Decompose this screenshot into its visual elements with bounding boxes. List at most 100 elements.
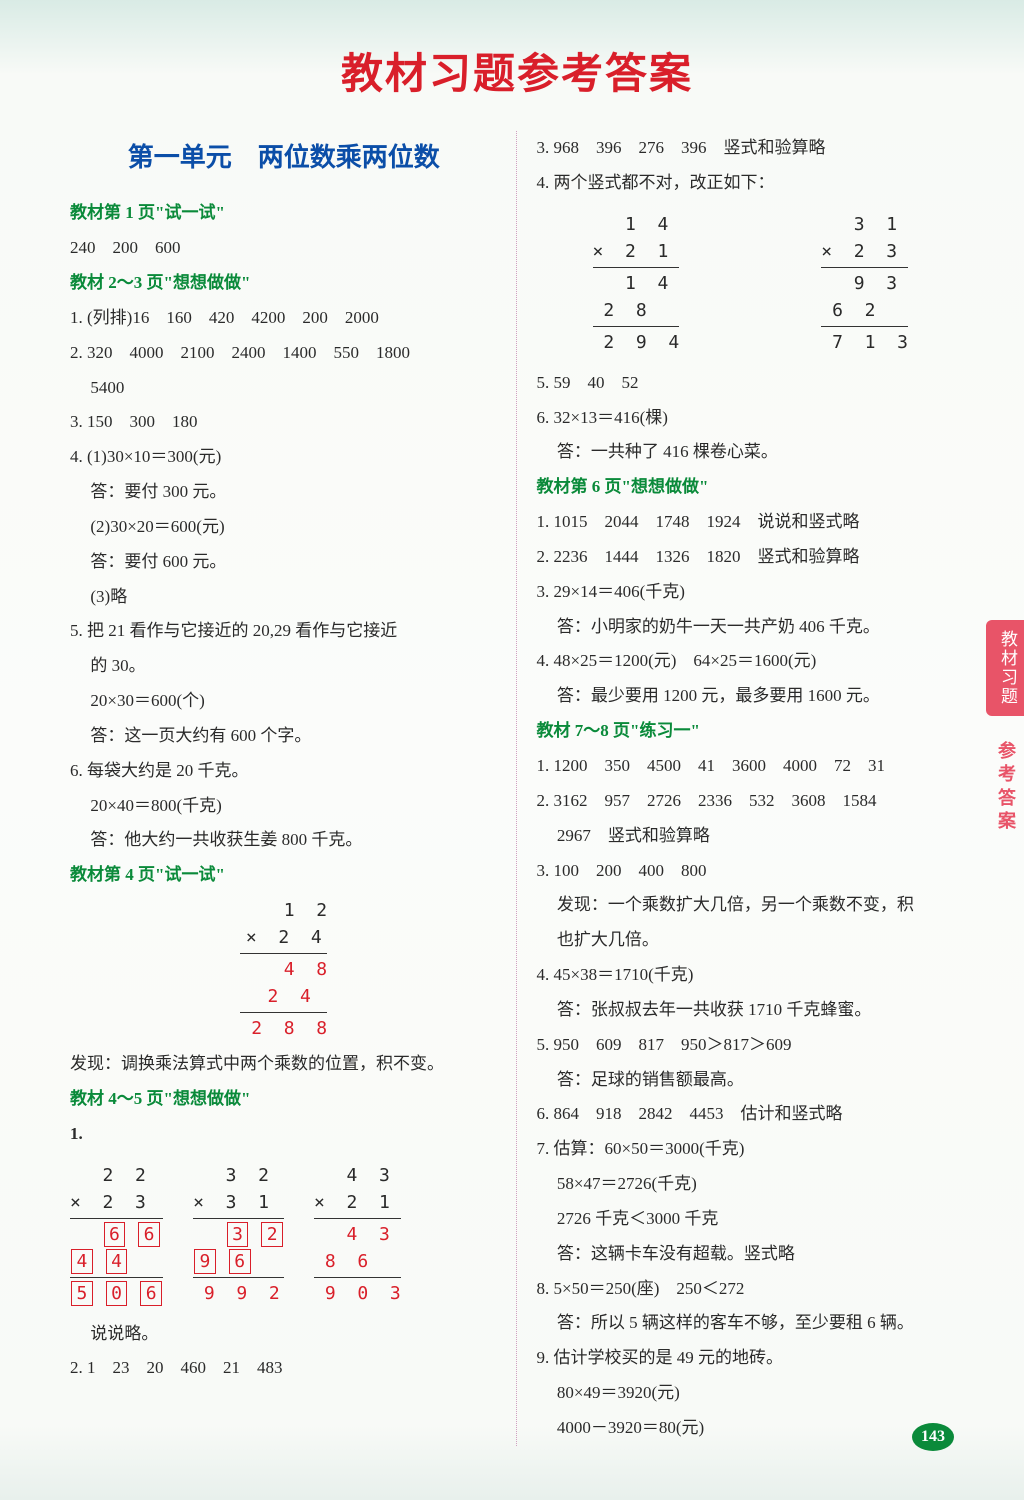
vmul-row: × 2 3 bbox=[821, 238, 908, 265]
vertical-multiplication: 1 2 × 2 4 4 8 2 4 2 8 8 bbox=[240, 897, 327, 1042]
answer-line: 答：要付 300 元。 bbox=[70, 475, 498, 510]
rule-line bbox=[593, 326, 680, 327]
vmul-row: 9 9 2 bbox=[193, 1280, 284, 1307]
answer-line: 5. 把 21 看作与它接近的 20,29 看作与它接近 bbox=[70, 614, 498, 649]
rule-line bbox=[193, 1218, 284, 1219]
section-header: 教材第 1 页"试一试" bbox=[70, 196, 498, 231]
answer-line: 答：张叔叔去年一共收获 1710 千克蜂蜜。 bbox=[537, 993, 965, 1028]
answer-line: 发现：一个乘数扩大几倍，另一个乘数不变，积 bbox=[537, 888, 965, 923]
answer-line: 2. 2236 1444 1326 1820 竖式和验算略 bbox=[537, 540, 965, 575]
rule-line bbox=[240, 1012, 327, 1013]
vertical-multiplication: 2 2 × 2 3 6 6 4 4 5 0 6 bbox=[70, 1162, 163, 1307]
rule-line bbox=[70, 1218, 163, 1219]
answer-line: 4. 两个竖式都不对，改正如下： bbox=[537, 166, 965, 201]
answer-line: 2. 1 23 20 460 21 483 bbox=[70, 1351, 498, 1386]
content-columns: 第一单元 两位数乘两位数 教材第 1 页"试一试" 240 200 600 教材… bbox=[70, 131, 964, 1446]
vmul-row: 9 0 3 bbox=[314, 1280, 401, 1307]
answer-line: 答：小明家的奶牛一天一共产奶 406 千克。 bbox=[537, 610, 965, 645]
answer-line: 5400 bbox=[70, 371, 498, 406]
section-header: 教材 7～8 页"练习一" bbox=[537, 714, 965, 749]
vmul-row: 3 1 bbox=[821, 211, 908, 238]
answer-line: 1. (列排)16 160 420 4200 200 2000 bbox=[70, 301, 498, 336]
answer-line: 也扩大几倍。 bbox=[537, 923, 965, 958]
answer-line: 58×47＝2726(千克) bbox=[537, 1167, 965, 1202]
answer-line: 说说略。 bbox=[70, 1317, 498, 1352]
page-number: 143 bbox=[912, 1423, 954, 1451]
vmul-row: 1 2 bbox=[240, 897, 327, 924]
answer-line: 2. 3162 957 2726 2336 532 3608 1584 bbox=[537, 784, 965, 819]
vertical-multiplication: 3 2 × 3 1 3 2 9 6 9 9 2 bbox=[193, 1162, 284, 1307]
vmul-row: 2 8 8 bbox=[240, 1015, 327, 1042]
answer-line: 4. (1)30×10＝300(元) bbox=[70, 440, 498, 475]
answer-line: 答：一共种了 416 棵卷心菜。 bbox=[537, 435, 965, 470]
answer-line: 2. 320 4000 2100 2400 1400 550 1800 bbox=[70, 336, 498, 371]
multiplication-grid: 2 2 × 2 3 6 6 4 4 5 0 6 3 2 × 3 1 3 2 9 … bbox=[70, 1158, 498, 1311]
vmul-row: 9 6 bbox=[193, 1248, 284, 1275]
rule-line bbox=[240, 953, 327, 954]
vertical-multiplication: 4 3 × 2 1 4 3 8 6 9 0 3 bbox=[314, 1162, 401, 1307]
answer-line: 240 200 600 bbox=[70, 231, 498, 266]
vmul-row: × 2 4 bbox=[240, 924, 327, 951]
vmul-row: 2 9 4 bbox=[593, 329, 680, 356]
answer-line: 20×40＝800(千克) bbox=[70, 789, 498, 824]
answer-line: 1. 1200 350 4500 41 3600 4000 72 31 bbox=[537, 749, 965, 784]
answer-line: 答：他大约一共收获生姜 800 千克。 bbox=[70, 823, 498, 858]
vmul-row: 2 8 bbox=[593, 297, 680, 324]
answer-line: 的 30。 bbox=[70, 649, 498, 684]
answer-line: 3. 100 200 400 800 bbox=[537, 854, 965, 889]
vertical-multiplication: 1 4 × 2 1 1 4 2 8 2 9 4 bbox=[593, 211, 680, 356]
answer-line: 1. 1015 2044 1748 1924 说说和竖式略 bbox=[537, 505, 965, 540]
vmul-row: 4 3 bbox=[314, 1221, 401, 1248]
answer-line: 答：这一页大约有 600 个字。 bbox=[70, 719, 498, 754]
multiplication-grid: 1 4 × 2 1 1 4 2 8 2 9 4 3 1 × 2 3 9 3 6 … bbox=[537, 207, 965, 360]
section-header: 教材 2～3 页"想想做做" bbox=[70, 266, 498, 301]
vmul-row: × 2 1 bbox=[593, 238, 680, 265]
answer-line: 2726 千克＜3000 千克 bbox=[537, 1202, 965, 1237]
section-header: 教材第 4 页"试一试" bbox=[70, 858, 498, 893]
answer-line: 8. 5×50＝250(座) 250＜272 bbox=[537, 1272, 965, 1307]
vertical-multiplication: 3 1 × 2 3 9 3 6 2 7 1 3 bbox=[821, 211, 908, 356]
answer-line: 答：所以 5 辆这样的客车不够，至少要租 6 辆。 bbox=[537, 1306, 965, 1341]
vmul-row: 6 6 bbox=[70, 1221, 163, 1248]
answer-line: (3)略 bbox=[70, 580, 498, 615]
section-header: 教材 4～5 页"想想做做" bbox=[70, 1082, 498, 1117]
answer-line: 4. 48×25＝1200(元) 64×25＝1600(元) bbox=[537, 644, 965, 679]
left-column: 第一单元 两位数乘两位数 教材第 1 页"试一试" 240 200 600 教材… bbox=[70, 131, 517, 1446]
answer-line: 1. bbox=[70, 1117, 498, 1152]
answer-line: 3. 29×14＝406(千克) bbox=[537, 575, 965, 610]
vmul-row: × 2 1 bbox=[314, 1189, 401, 1216]
rule-line bbox=[314, 1277, 401, 1278]
vmul-row: 4 3 bbox=[314, 1162, 401, 1189]
answer-line: 4000－3920＝80(元) bbox=[537, 1411, 965, 1446]
vmul-row: 5 0 6 bbox=[70, 1280, 163, 1307]
rule-line bbox=[70, 1277, 163, 1278]
answer-line: 4. 45×38＝1710(千克) bbox=[537, 958, 965, 993]
rule-line bbox=[821, 326, 908, 327]
answer-line: 发现：调换乘法算式中两个乘数的位置，积不变。 bbox=[70, 1047, 498, 1082]
vmul-row: 2 2 bbox=[70, 1162, 163, 1189]
vmul-row: × 3 1 bbox=[193, 1189, 284, 1216]
rule-line bbox=[193, 1277, 284, 1278]
vmul-row: 1 4 bbox=[593, 270, 680, 297]
answer-line: 9. 估计学校买的是 49 元的地砖。 bbox=[537, 1341, 965, 1376]
answer-line: 6. 每袋大约是 20 千克。 bbox=[70, 754, 498, 789]
answer-line: 20×30＝600(个) bbox=[70, 684, 498, 719]
answer-line: 3. 150 300 180 bbox=[70, 405, 498, 440]
answer-line: 5. 950 609 817 950＞817＞609 bbox=[537, 1028, 965, 1063]
section-header: 教材第 6 页"想想做做" bbox=[537, 470, 965, 505]
answer-line: 答：足球的销售额最高。 bbox=[537, 1063, 965, 1098]
answer-line: 答：这辆卡车没有超载。竖式略 bbox=[537, 1237, 965, 1272]
answer-line: 6. 32×13＝416(棵) bbox=[537, 401, 965, 436]
answer-line: (2)30×20＝600(元) bbox=[70, 510, 498, 545]
rule-line bbox=[314, 1218, 401, 1219]
side-text: 参考答案 bbox=[996, 740, 1018, 834]
answer-line: 6. 864 918 2842 4453 估计和竖式略 bbox=[537, 1097, 965, 1132]
vmul-row: 3 2 bbox=[193, 1162, 284, 1189]
answer-line: 2967 竖式和验算略 bbox=[537, 819, 965, 854]
unit-title: 第一单元 两位数乘两位数 bbox=[70, 131, 498, 184]
vmul-row: 7 1 3 bbox=[821, 329, 908, 356]
answer-line: 5. 59 40 52 bbox=[537, 366, 965, 401]
answer-line: 答：最少要用 1200 元，最多要用 1600 元。 bbox=[537, 679, 965, 714]
vmul-row: 8 6 bbox=[314, 1248, 401, 1275]
vmul-row: 3 2 bbox=[193, 1221, 284, 1248]
